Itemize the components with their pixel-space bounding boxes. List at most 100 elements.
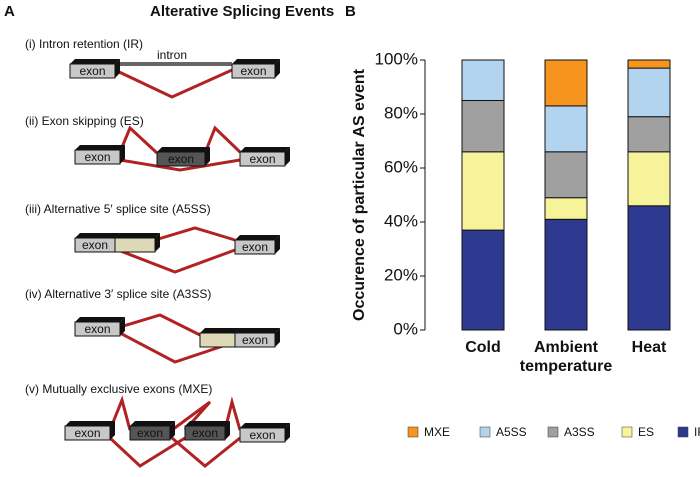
- exon-label: exon: [249, 152, 275, 166]
- panel-label: A: [4, 3, 15, 20]
- event-label: (ii) Exon skipping (ES): [25, 114, 144, 128]
- exon-label: exon: [137, 426, 163, 440]
- exon-side: [285, 423, 290, 442]
- exon: [239, 427, 286, 443]
- exon-top: [75, 317, 125, 322]
- bar-segment: [627, 116, 671, 153]
- splice-line: [118, 125, 159, 155]
- diagram-title: Alterative Splicing Events: [150, 3, 334, 20]
- panel-label: B: [345, 3, 356, 20]
- bar-segment: [544, 151, 588, 199]
- exon-top: [235, 235, 280, 240]
- exon: [199, 332, 236, 348]
- exon-label: exon: [249, 428, 275, 442]
- exon-label: exon: [192, 426, 218, 440]
- event-label: (iv) Alternative 3′ splice site (A3SS): [25, 287, 211, 301]
- exon-side: [275, 328, 280, 347]
- exon-side: [110, 421, 115, 440]
- exon-top: [130, 421, 175, 426]
- x-tick-label: Heat: [632, 339, 667, 356]
- event-label: (i) Intron retention (IR): [25, 37, 143, 51]
- exon: [239, 151, 286, 167]
- exon-side: [205, 147, 210, 166]
- splice-line: [119, 313, 201, 337]
- y-tick-label: 80%: [384, 103, 418, 122]
- legend-swatch: [479, 426, 491, 438]
- exon: [129, 425, 171, 441]
- legend-label: A3SS: [564, 425, 595, 439]
- exon-top: [232, 59, 280, 64]
- exon-label: exon: [240, 64, 266, 78]
- exon-top: [235, 328, 280, 333]
- bar-segment: [461, 59, 505, 101]
- bar-segment: [627, 67, 671, 118]
- y-axis-label: Occurence of particular AS event: [351, 68, 368, 321]
- splice-line: [154, 226, 236, 242]
- legend-label: MXE: [424, 425, 450, 439]
- legend-label: ES: [638, 425, 654, 439]
- exon-top: [240, 147, 290, 152]
- bar-segment: [544, 59, 588, 107]
- bar-segment: [627, 59, 671, 69]
- exon: [231, 63, 276, 79]
- legend-swatch: [621, 426, 633, 438]
- splice-line: [117, 248, 236, 274]
- bar-segment: [544, 105, 588, 153]
- y-tick-label: 100%: [375, 49, 418, 68]
- exon-top: [115, 233, 160, 238]
- legend-label: IR: [694, 425, 700, 439]
- y-tick-label: 0%: [393, 319, 418, 338]
- exon: [114, 237, 156, 253]
- exon-label: exon: [84, 150, 110, 164]
- exon: [69, 63, 116, 79]
- exon-top: [157, 147, 210, 152]
- exon-label: exon: [79, 64, 105, 78]
- exon-label: exon: [242, 333, 268, 347]
- legend-swatch: [547, 426, 559, 438]
- exon: [234, 239, 276, 255]
- exon-side: [285, 147, 290, 166]
- legend-swatch: [677, 426, 689, 438]
- event-label: (iii) Alternative 5′ splice site (A5SS): [25, 202, 211, 216]
- splice-line: [171, 436, 241, 468]
- exon-top: [200, 328, 240, 333]
- exon-label: exon: [82, 238, 108, 252]
- exon-top: [185, 421, 230, 426]
- splice-line: [171, 400, 212, 432]
- x-tick-label: Cold: [465, 339, 501, 356]
- exon-side: [155, 233, 160, 252]
- legend-swatch: [407, 426, 419, 438]
- exon-side: [225, 421, 230, 440]
- exon-label: exon: [242, 240, 268, 254]
- y-tick-label: 60%: [384, 157, 418, 176]
- exon-label: exon: [74, 426, 100, 440]
- splice-line: [119, 158, 241, 172]
- x-tick-label: Ambient temperature: [520, 339, 613, 375]
- splice-line: [119, 331, 236, 364]
- exon-top: [70, 59, 120, 64]
- exon: [234, 332, 276, 348]
- intron-label: intron: [157, 48, 187, 62]
- legend-label: A5SS: [496, 425, 527, 439]
- exon-side: [120, 145, 125, 164]
- exon-side: [115, 59, 120, 78]
- splice-line: [108, 436, 186, 468]
- exon-side: [170, 421, 175, 440]
- splice-line: [223, 396, 242, 431]
- exon: [74, 149, 121, 165]
- exon-side: [275, 59, 280, 78]
- y-tick-label: 20%: [384, 265, 418, 284]
- exon-top: [75, 145, 125, 150]
- bar-segment: [461, 100, 505, 153]
- bar-segment: [544, 218, 588, 331]
- exon-side: [275, 235, 280, 254]
- exon-top: [75, 233, 120, 238]
- bar-segment: [627, 205, 671, 331]
- exon: [156, 151, 206, 167]
- splice-line: [108, 395, 132, 431]
- exon-side: [120, 317, 125, 336]
- bar-segment: [627, 151, 671, 207]
- splice-line: [114, 68, 233, 99]
- exon-label: exon: [168, 152, 194, 166]
